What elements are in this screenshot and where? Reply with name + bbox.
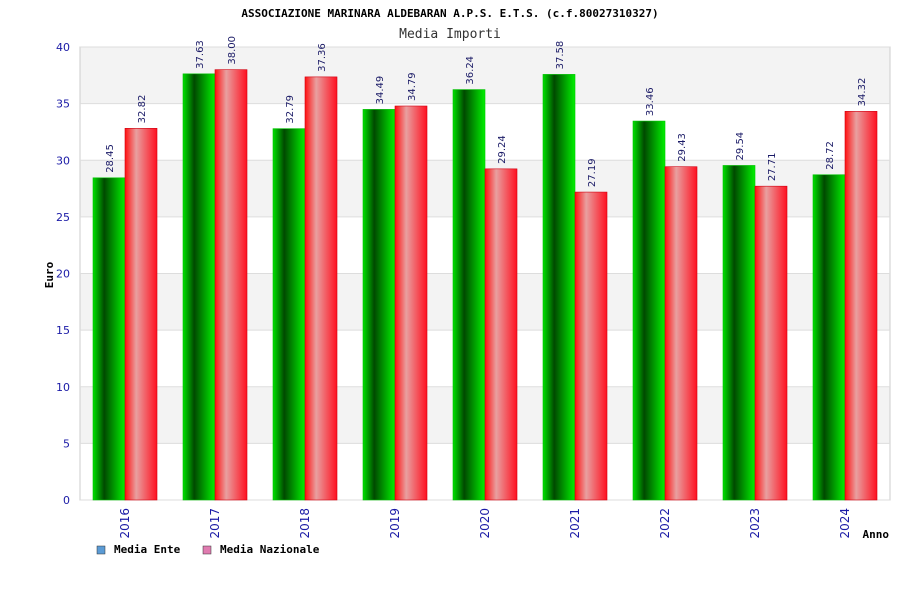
y-tick-label: 20 (56, 268, 70, 281)
bar-media-nazionale-2021 (574, 191, 608, 501)
value-label-media-ente-2021: 37.58 (555, 41, 566, 70)
x-axis-ticks: 2016 2017 2018 2019 2020 2021 2022 2023 2024 (118, 508, 852, 539)
bar-media-ente-2023 (722, 165, 756, 501)
x-tick-label-2020: 2020 (478, 508, 492, 539)
bar-media-ente-2022 (632, 120, 666, 501)
bars (92, 69, 878, 501)
value-label-media-nazionale-2023: 27.71 (767, 153, 778, 182)
bar-media-nazionale-2022 (664, 166, 698, 501)
bar-media-ente-2017 (182, 73, 216, 501)
value-labels: 28.45 32.82 37.63 38.00 32.79 37.36 34.49 34.79… (105, 36, 868, 187)
value-label-media-ente-2017: 37.63 (195, 40, 206, 69)
value-label-media-ente-2023: 29.54 (735, 132, 746, 161)
y-tick-label: 15 (56, 324, 70, 337)
value-label-media-ente-2024: 28.72 (825, 141, 836, 170)
x-axis-label: Anno (863, 528, 890, 541)
bar-media-ente-2021 (542, 74, 576, 501)
bar-media-nazionale-2024 (844, 111, 878, 501)
bar-media-ente-2020 (452, 89, 486, 501)
x-tick-label-2017: 2017 (208, 508, 222, 539)
legend: Media Ente Media Nazionale (96, 543, 320, 556)
y-tick-label: 0 (63, 494, 70, 507)
value-label-media-nazionale-2016: 32.82 (137, 95, 148, 124)
value-label-media-ente-2020: 36.24 (465, 56, 476, 85)
value-label-media-nazionale-2024: 34.32 (857, 78, 868, 107)
bar-media-ente-2024 (812, 174, 846, 501)
bar-media-nazionale-2019 (394, 105, 428, 501)
value-label-media-ente-2019: 34.49 (375, 76, 386, 105)
value-label-media-nazionale-2017: 38.00 (227, 36, 238, 65)
bar-media-nazionale-2016 (124, 128, 158, 501)
x-tick-label-2023: 2023 (748, 508, 762, 539)
y-axis-ticks: 0 5 10 15 20 25 30 35 40 (56, 41, 70, 507)
chart-title: ASSOCIAZIONE MARINARA ALDEBARAN A.P.S. E… (241, 7, 658, 20)
bar-media-nazionale-2017 (214, 69, 248, 501)
legend-label-media-ente: Media Ente (114, 543, 181, 556)
legend-swatch-media-nazionale (202, 545, 212, 555)
y-tick-label: 25 (56, 211, 70, 224)
value-label-media-nazionale-2022: 29.43 (677, 133, 688, 162)
legend-swatch-media-ente (96, 545, 106, 555)
value-label-media-nazionale-2018: 37.36 (317, 43, 328, 72)
value-label-media-nazionale-2019: 34.79 (407, 72, 418, 101)
bar-media-ente-2018 (272, 128, 306, 501)
x-tick-label-2024: 2024 (838, 508, 852, 539)
chart-subtitle: Media Importi (399, 27, 501, 42)
value-label-media-nazionale-2021: 27.19 (587, 158, 598, 187)
x-tick-label-2022: 2022 (658, 508, 672, 539)
y-tick-label: 40 (56, 41, 70, 54)
value-label-media-ente-2018: 32.79 (285, 95, 296, 124)
bar-media-nazionale-2018 (304, 76, 338, 501)
y-tick-label: 5 (63, 437, 70, 450)
value-label-media-ente-2016: 28.45 (105, 144, 116, 173)
y-axis-label: Euro (43, 261, 56, 288)
y-tick-label: 10 (56, 381, 70, 394)
y-tick-label: 30 (56, 154, 70, 167)
x-tick-label-2018: 2018 (298, 508, 312, 539)
bar-media-nazionale-2020 (484, 168, 518, 501)
bar-media-nazionale-2023 (754, 185, 788, 501)
value-label-media-ente-2022: 33.46 (645, 87, 656, 116)
legend-label-media-nazionale: Media Nazionale (220, 543, 320, 556)
x-tick-label-2016: 2016 (118, 508, 132, 539)
bar-media-ente-2016 (92, 177, 126, 501)
bar-media-ente-2019 (362, 109, 396, 501)
x-tick-label-2019: 2019 (388, 508, 402, 539)
value-label-media-nazionale-2020: 29.24 (497, 135, 508, 164)
y-tick-label: 35 (56, 98, 70, 111)
x-tick-label-2021: 2021 (568, 508, 582, 539)
